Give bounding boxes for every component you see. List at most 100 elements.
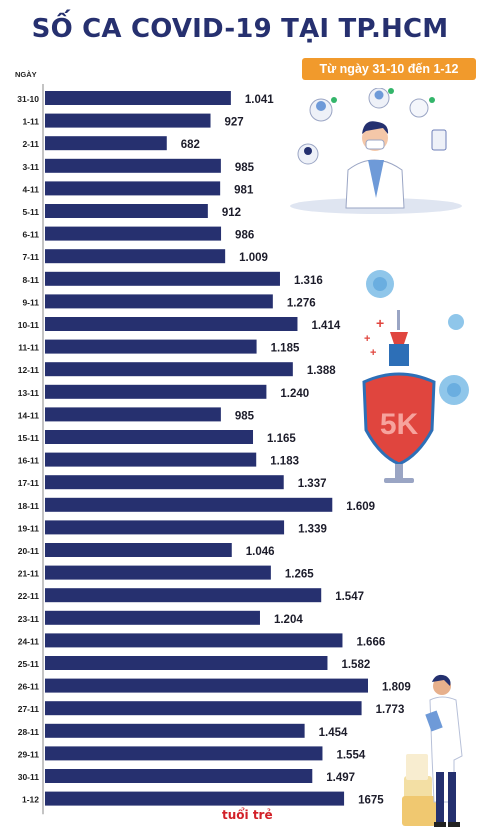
bar bbox=[45, 769, 313, 783]
value-label: 1.809 bbox=[382, 682, 411, 694]
category-tick-label: 14-11 bbox=[18, 410, 40, 420]
value-label: 1.265 bbox=[285, 569, 314, 581]
category-axis-label: NGÀY bbox=[15, 70, 37, 79]
value-label: 985 bbox=[235, 410, 255, 422]
category-tick-label: 13-11 bbox=[18, 388, 40, 398]
publisher-logo: tuổi trẻ bbox=[222, 808, 273, 822]
value-label: 1.009 bbox=[239, 252, 268, 264]
value-label: 986 bbox=[235, 230, 254, 242]
bar bbox=[45, 678, 368, 693]
category-tick-label: 12-11 bbox=[18, 365, 40, 375]
value-label: 1.582 bbox=[341, 659, 370, 671]
value-label: 1.339 bbox=[298, 523, 327, 535]
category-tick-label: 30-11 bbox=[18, 772, 40, 782]
bar bbox=[45, 181, 221, 196]
value-label: 1.185 bbox=[271, 343, 300, 355]
value-label: 1.204 bbox=[274, 614, 303, 626]
value-label: 1.316 bbox=[294, 275, 323, 287]
bar bbox=[45, 791, 345, 806]
bar bbox=[45, 136, 167, 151]
bar bbox=[45, 543, 232, 557]
category-tick-label: 1-12 bbox=[22, 795, 39, 805]
value-label: 1.276 bbox=[287, 297, 316, 309]
value-label: 927 bbox=[225, 117, 244, 129]
category-tick-label: 23-11 bbox=[18, 614, 40, 624]
bar bbox=[45, 158, 221, 173]
bar bbox=[45, 249, 226, 264]
value-label: 1.388 bbox=[307, 365, 336, 377]
value-label: 1.337 bbox=[298, 478, 327, 490]
chart-title: SỐ CA COVID-19 TẠI TP.HCM bbox=[31, 14, 449, 44]
category-tick-label: 11-11 bbox=[18, 343, 39, 353]
category-tick-label: 10-11 bbox=[18, 320, 40, 330]
bar bbox=[45, 565, 271, 580]
value-label: 1.773 bbox=[376, 704, 405, 716]
category-tick-label: 2-11 bbox=[22, 139, 39, 149]
category-tick-label: 15-11 bbox=[18, 433, 40, 443]
bar bbox=[45, 271, 280, 286]
bar bbox=[45, 610, 260, 625]
category-tick-label: 22-11 bbox=[18, 591, 40, 601]
bar bbox=[45, 384, 267, 399]
category-tick-label: 7-11 bbox=[22, 252, 39, 262]
bar bbox=[45, 407, 221, 422]
decor-5k-text: 5K bbox=[380, 408, 419, 441]
category-tick-label: 27-11 bbox=[18, 704, 40, 714]
bar bbox=[45, 452, 257, 467]
doctor-clipboard-illustration bbox=[402, 674, 463, 827]
bar bbox=[45, 746, 323, 761]
bar bbox=[45, 723, 305, 738]
bar bbox=[45, 113, 211, 128]
value-label: 1.414 bbox=[311, 320, 340, 332]
bar bbox=[45, 339, 257, 354]
value-label: 1.165 bbox=[267, 433, 296, 445]
bar bbox=[45, 475, 284, 490]
bar bbox=[45, 317, 298, 331]
value-label: 985 bbox=[235, 162, 255, 174]
category-tick-label: 28-11 bbox=[18, 727, 40, 737]
category-tick-label: 6-11 bbox=[22, 230, 39, 240]
category-tick-label: 9-11 bbox=[22, 297, 39, 307]
bar bbox=[45, 588, 322, 603]
value-label: 1.666 bbox=[356, 636, 385, 648]
svg-text:+: + bbox=[364, 333, 370, 345]
bar bbox=[45, 91, 231, 105]
svg-text:+: + bbox=[370, 347, 376, 359]
category-tick-label: 25-11 bbox=[18, 659, 40, 669]
category-tick-label: 8-11 bbox=[22, 275, 39, 285]
category-tick-label: 21-11 bbox=[18, 569, 40, 579]
value-label: 1.183 bbox=[270, 456, 299, 468]
value-label: 1.609 bbox=[346, 501, 375, 513]
category-tick-label: 26-11 bbox=[18, 682, 40, 692]
category-tick-label: 18-11 bbox=[18, 501, 40, 511]
svg-text:+: + bbox=[376, 315, 384, 331]
value-label: 1675 bbox=[358, 795, 384, 807]
bar bbox=[45, 701, 362, 716]
bar bbox=[45, 226, 222, 241]
bar bbox=[45, 204, 208, 218]
bar bbox=[45, 497, 333, 512]
value-label: 981 bbox=[234, 184, 254, 196]
bar bbox=[45, 656, 328, 670]
category-tick-label: 4-11 bbox=[22, 184, 39, 194]
category-tick-label: 1-11 bbox=[22, 117, 39, 127]
value-label: 1.046 bbox=[246, 546, 275, 558]
category-tick-label: 16-11 bbox=[18, 456, 40, 466]
bar bbox=[45, 294, 273, 309]
bar bbox=[45, 362, 293, 377]
value-label: 1.554 bbox=[336, 749, 365, 761]
doctor-illustration bbox=[290, 88, 462, 214]
date-range-badge: Từ ngày 31-10 đến 1-12 bbox=[302, 58, 476, 80]
category-tick-label: 31-10 bbox=[17, 94, 39, 104]
value-label: 912 bbox=[222, 207, 241, 219]
category-tick-label: 3-11 bbox=[22, 162, 39, 172]
value-label: 1.547 bbox=[335, 591, 364, 603]
date-range-text: Từ ngày 31-10 đến 1-12 bbox=[319, 62, 459, 76]
vaccine-shield-illustration: + + + 5K bbox=[362, 270, 469, 483]
value-label: 682 bbox=[181, 139, 200, 151]
category-tick-label: 24-11 bbox=[18, 636, 40, 646]
category-tick-label: 20-11 bbox=[18, 546, 40, 556]
value-label: 1.454 bbox=[319, 727, 348, 739]
value-label: 1.497 bbox=[326, 772, 355, 784]
